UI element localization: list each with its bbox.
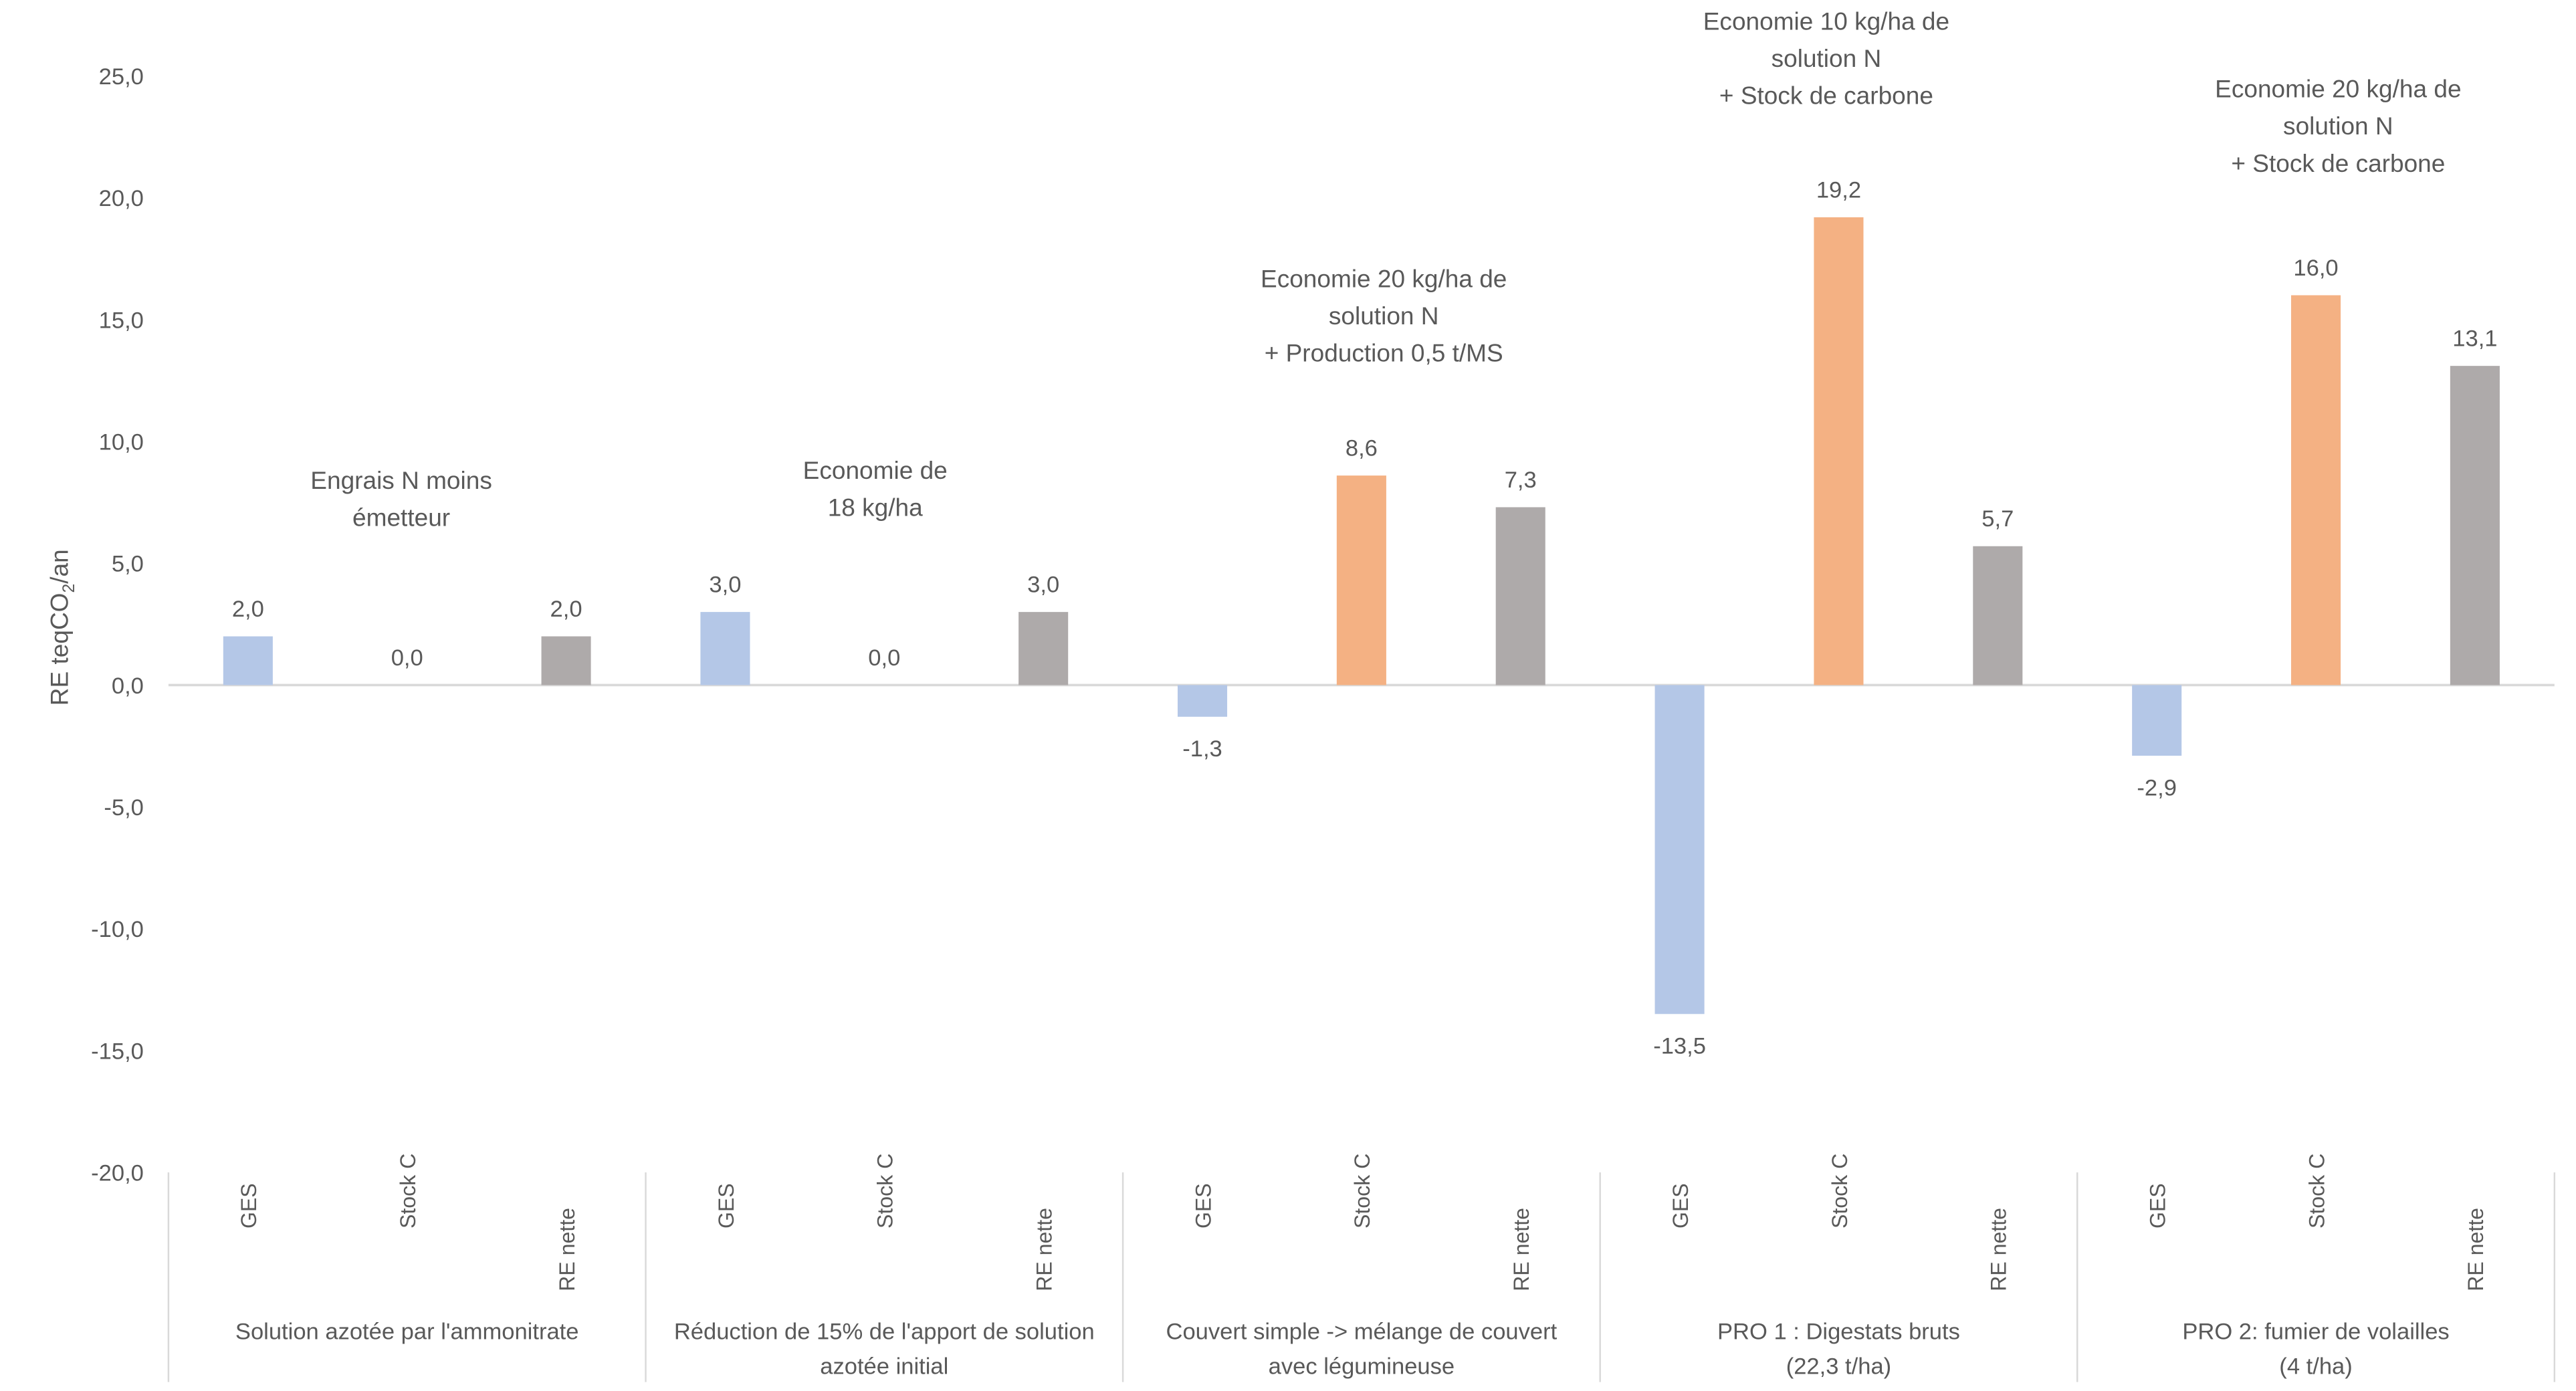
y-tick-label: 20,0 <box>99 186 144 211</box>
data-label: 5,7 <box>1981 506 2014 532</box>
group-label: (22,3 t/ha) <box>1786 1354 1891 1379</box>
annotation: + Production 0,5 t/MS <box>1265 339 1503 367</box>
bar-re-nette <box>2450 366 2500 685</box>
bar-ges <box>223 636 273 685</box>
bar-re-nette <box>1495 507 1545 685</box>
x-tick-label: Stock C <box>873 1154 897 1228</box>
bar-ges <box>700 612 750 685</box>
group-label: azotée initial <box>820 1354 948 1379</box>
annotation: + Stock de carbone <box>2231 149 2445 177</box>
x-tick-label: RE nette <box>1509 1208 1533 1291</box>
x-tick-label: RE nette <box>1033 1208 1057 1291</box>
y-tick-label: 5,0 <box>112 552 144 577</box>
annotation: solution N <box>1772 44 1882 72</box>
annotation: Economie 10 kg/ha de <box>1703 7 1949 35</box>
x-tick-label: GES <box>1669 1183 1693 1228</box>
group-label: (4 t/ha) <box>2279 1354 2352 1379</box>
data-label: 13,1 <box>2452 326 2497 352</box>
group-label: Couvert simple -> mélange de couvert <box>1166 1319 1558 1344</box>
data-label: 2,0 <box>550 597 582 622</box>
bar-re-nette <box>541 636 591 685</box>
y-tick-label: 0,0 <box>112 673 144 699</box>
group-label: PRO 2: fumier de volailles <box>2182 1319 2449 1344</box>
y-tick-label: -10,0 <box>91 917 144 942</box>
x-tick-label: GES <box>714 1183 738 1228</box>
annotation: émetteur <box>352 503 450 531</box>
y-tick-label: 10,0 <box>99 429 144 455</box>
y-tick-label: -20,0 <box>91 1160 144 1186</box>
bar-stock-c <box>1336 475 1386 685</box>
x-tick-label: GES <box>237 1183 261 1228</box>
bar-re-nette <box>1018 612 1069 685</box>
bar-ges <box>2132 685 2182 756</box>
y-tick-label: -5,0 <box>104 795 144 821</box>
data-label: -13,5 <box>1653 1034 1706 1059</box>
x-tick-label: RE nette <box>1987 1208 2011 1291</box>
x-tick-label: RE nette <box>555 1208 579 1291</box>
x-tick-label: GES <box>2146 1183 2170 1228</box>
annotation: + Stock de carbone <box>1719 82 1933 110</box>
y-axis-label: RE teqCO2/an <box>45 549 78 706</box>
data-label: 8,6 <box>1346 435 1378 461</box>
data-label: 16,0 <box>2293 255 2338 281</box>
x-tick-label: Stock C <box>1350 1154 1374 1228</box>
y-tick-label: 25,0 <box>99 64 144 90</box>
annotation: Economie de <box>803 456 948 484</box>
data-label: -2,9 <box>2137 775 2177 800</box>
data-label: 2,0 <box>232 597 264 622</box>
data-label: 7,3 <box>1505 467 1537 493</box>
x-tick-label: Stock C <box>2304 1154 2329 1228</box>
data-label: 0,0 <box>868 645 900 671</box>
data-label: 19,2 <box>1816 177 1861 203</box>
x-tick-label: GES <box>1191 1183 1215 1228</box>
x-tick-label: Stock C <box>1828 1154 1852 1228</box>
y-tick-label: -15,0 <box>91 1039 144 1064</box>
annotation: Economie 20 kg/ha de <box>1261 265 1507 293</box>
annotation: solution N <box>1329 302 1439 330</box>
y-tick-label: 15,0 <box>99 308 144 333</box>
annotation: Economie 20 kg/ha de <box>2215 75 2461 103</box>
data-label: 3,0 <box>1027 572 1059 597</box>
annotation: Engrais N moins <box>310 466 492 494</box>
annotation: solution N <box>2283 112 2393 140</box>
group-label: Réduction de 15% de l'apport de solution <box>674 1319 1095 1344</box>
bar-stock-c <box>2291 295 2341 685</box>
annotation: 18 kg/ha <box>828 494 923 522</box>
group-label: PRO 1 : Digestats bruts <box>1717 1319 1960 1344</box>
bar-re-nette <box>1973 546 2023 685</box>
x-tick-label: Stock C <box>396 1154 420 1228</box>
group-label: avec légumineuse <box>1269 1354 1455 1379</box>
x-tick-label: RE nette <box>2464 1208 2488 1291</box>
bar-ges <box>1654 685 1705 1014</box>
data-label: -1,3 <box>1182 736 1222 762</box>
bar-ges <box>1177 685 1228 717</box>
data-label: 0,0 <box>391 645 423 671</box>
group-label: Solution azotée par l'ammonitrate <box>235 1319 579 1344</box>
bar-stock-c <box>1814 217 1864 685</box>
data-label: 3,0 <box>709 572 741 597</box>
